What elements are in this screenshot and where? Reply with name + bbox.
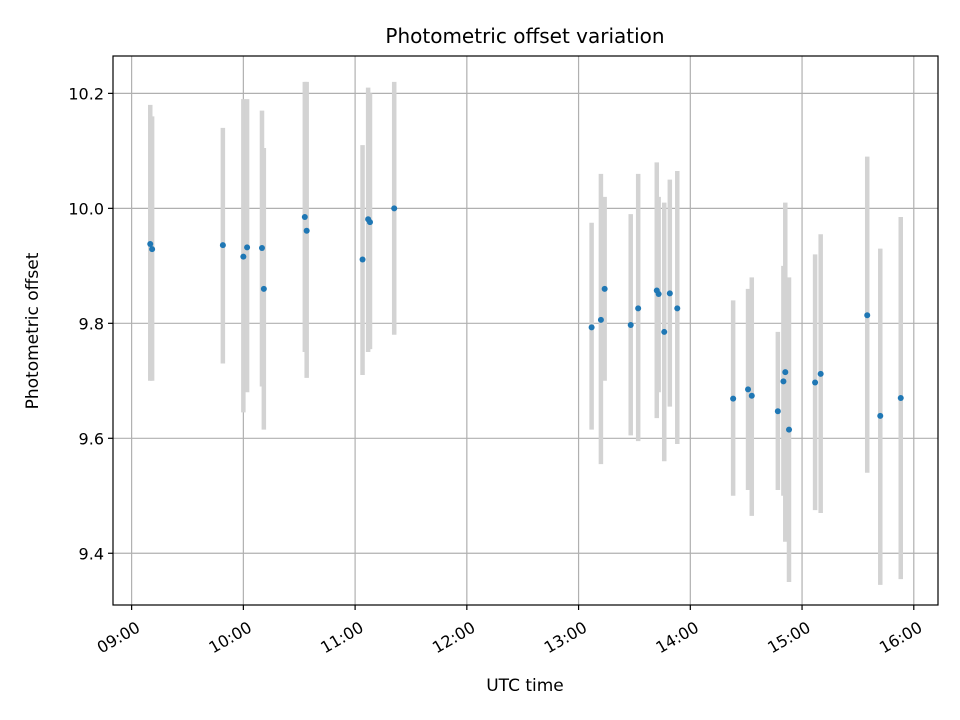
data-point xyxy=(745,386,751,392)
data-point xyxy=(149,246,155,252)
data-point xyxy=(220,242,226,248)
data-point xyxy=(598,317,604,323)
data-point xyxy=(602,286,608,292)
y-tick-label: 10.2 xyxy=(68,84,104,103)
data-point xyxy=(775,408,781,414)
chart-figure: 09:0010:0011:0012:0013:0014:0015:0016:00… xyxy=(0,0,960,720)
data-point xyxy=(391,205,397,211)
data-point xyxy=(628,322,634,328)
data-point xyxy=(304,228,310,234)
data-point xyxy=(674,305,680,311)
y-tick-label: 9.6 xyxy=(79,429,104,448)
data-point xyxy=(259,245,265,251)
data-point xyxy=(749,393,755,399)
chart-canvas: 09:0010:0011:0012:0013:0014:0015:0016:00… xyxy=(0,0,960,720)
data-point xyxy=(877,413,883,419)
data-point xyxy=(780,378,786,384)
data-point xyxy=(302,214,308,220)
y-axis-label: Photometric offset xyxy=(23,252,43,409)
data-point xyxy=(244,244,250,250)
y-tick-label: 9.4 xyxy=(79,544,104,563)
y-tick-label: 9.8 xyxy=(79,314,104,333)
data-point xyxy=(147,241,153,247)
data-point xyxy=(589,324,595,330)
data-point xyxy=(782,369,788,375)
data-point xyxy=(240,254,246,260)
data-point xyxy=(818,371,824,377)
chart-title: Photometric offset variation xyxy=(385,24,664,48)
data-point xyxy=(367,219,373,225)
data-point xyxy=(898,395,904,401)
data-point xyxy=(656,291,662,297)
data-point xyxy=(261,286,267,292)
data-point xyxy=(786,427,792,433)
data-point xyxy=(667,290,673,296)
data-point xyxy=(730,396,736,402)
data-point xyxy=(812,380,818,386)
data-point xyxy=(635,305,641,311)
y-tick-label: 10.0 xyxy=(68,199,104,218)
data-point xyxy=(661,329,667,335)
data-point xyxy=(864,312,870,318)
x-axis-label: UTC time xyxy=(486,676,564,696)
data-point xyxy=(360,257,366,263)
